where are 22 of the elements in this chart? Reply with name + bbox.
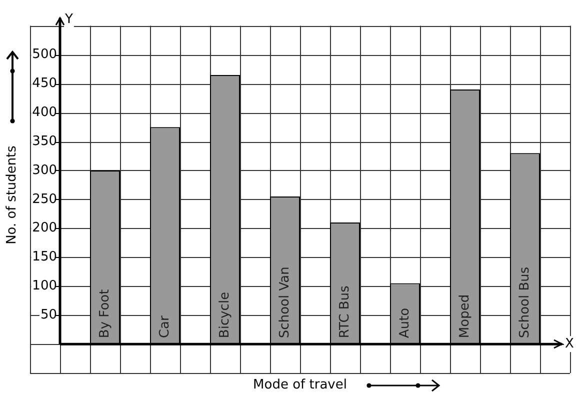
y-tick-label: 50 bbox=[40, 308, 57, 323]
y-tick-label: 350 bbox=[32, 134, 57, 149]
x-tick-label: School Van bbox=[277, 266, 292, 338]
x-tick-label: RTC Bus bbox=[337, 285, 352, 338]
x-tick-label: Car bbox=[157, 315, 172, 338]
x-axis-title: Mode of travel bbox=[253, 377, 347, 392]
y-tick-label: 150 bbox=[32, 250, 57, 265]
x-tick-label: Bicycle bbox=[217, 292, 232, 338]
x-tick-label: Auto bbox=[397, 308, 412, 338]
annotation: X bbox=[565, 336, 574, 352]
y-tick-label: 100 bbox=[32, 278, 57, 294]
x-tick-label: School Bus bbox=[517, 266, 532, 338]
y-axis-title: No. of students bbox=[4, 145, 20, 244]
y-tick-label: 450 bbox=[32, 76, 57, 92]
x-tick-label: By Foot bbox=[97, 289, 112, 338]
y-tick-label: 200 bbox=[32, 220, 57, 236]
annotation: Y bbox=[64, 12, 73, 28]
y-tick-label: 300 bbox=[32, 162, 57, 178]
y-tick-label: 250 bbox=[32, 192, 57, 207]
y-tick-label: 400 bbox=[32, 104, 57, 120]
y-tick-label: 500 bbox=[32, 47, 57, 62]
x-tick-label: Moped bbox=[457, 294, 472, 338]
